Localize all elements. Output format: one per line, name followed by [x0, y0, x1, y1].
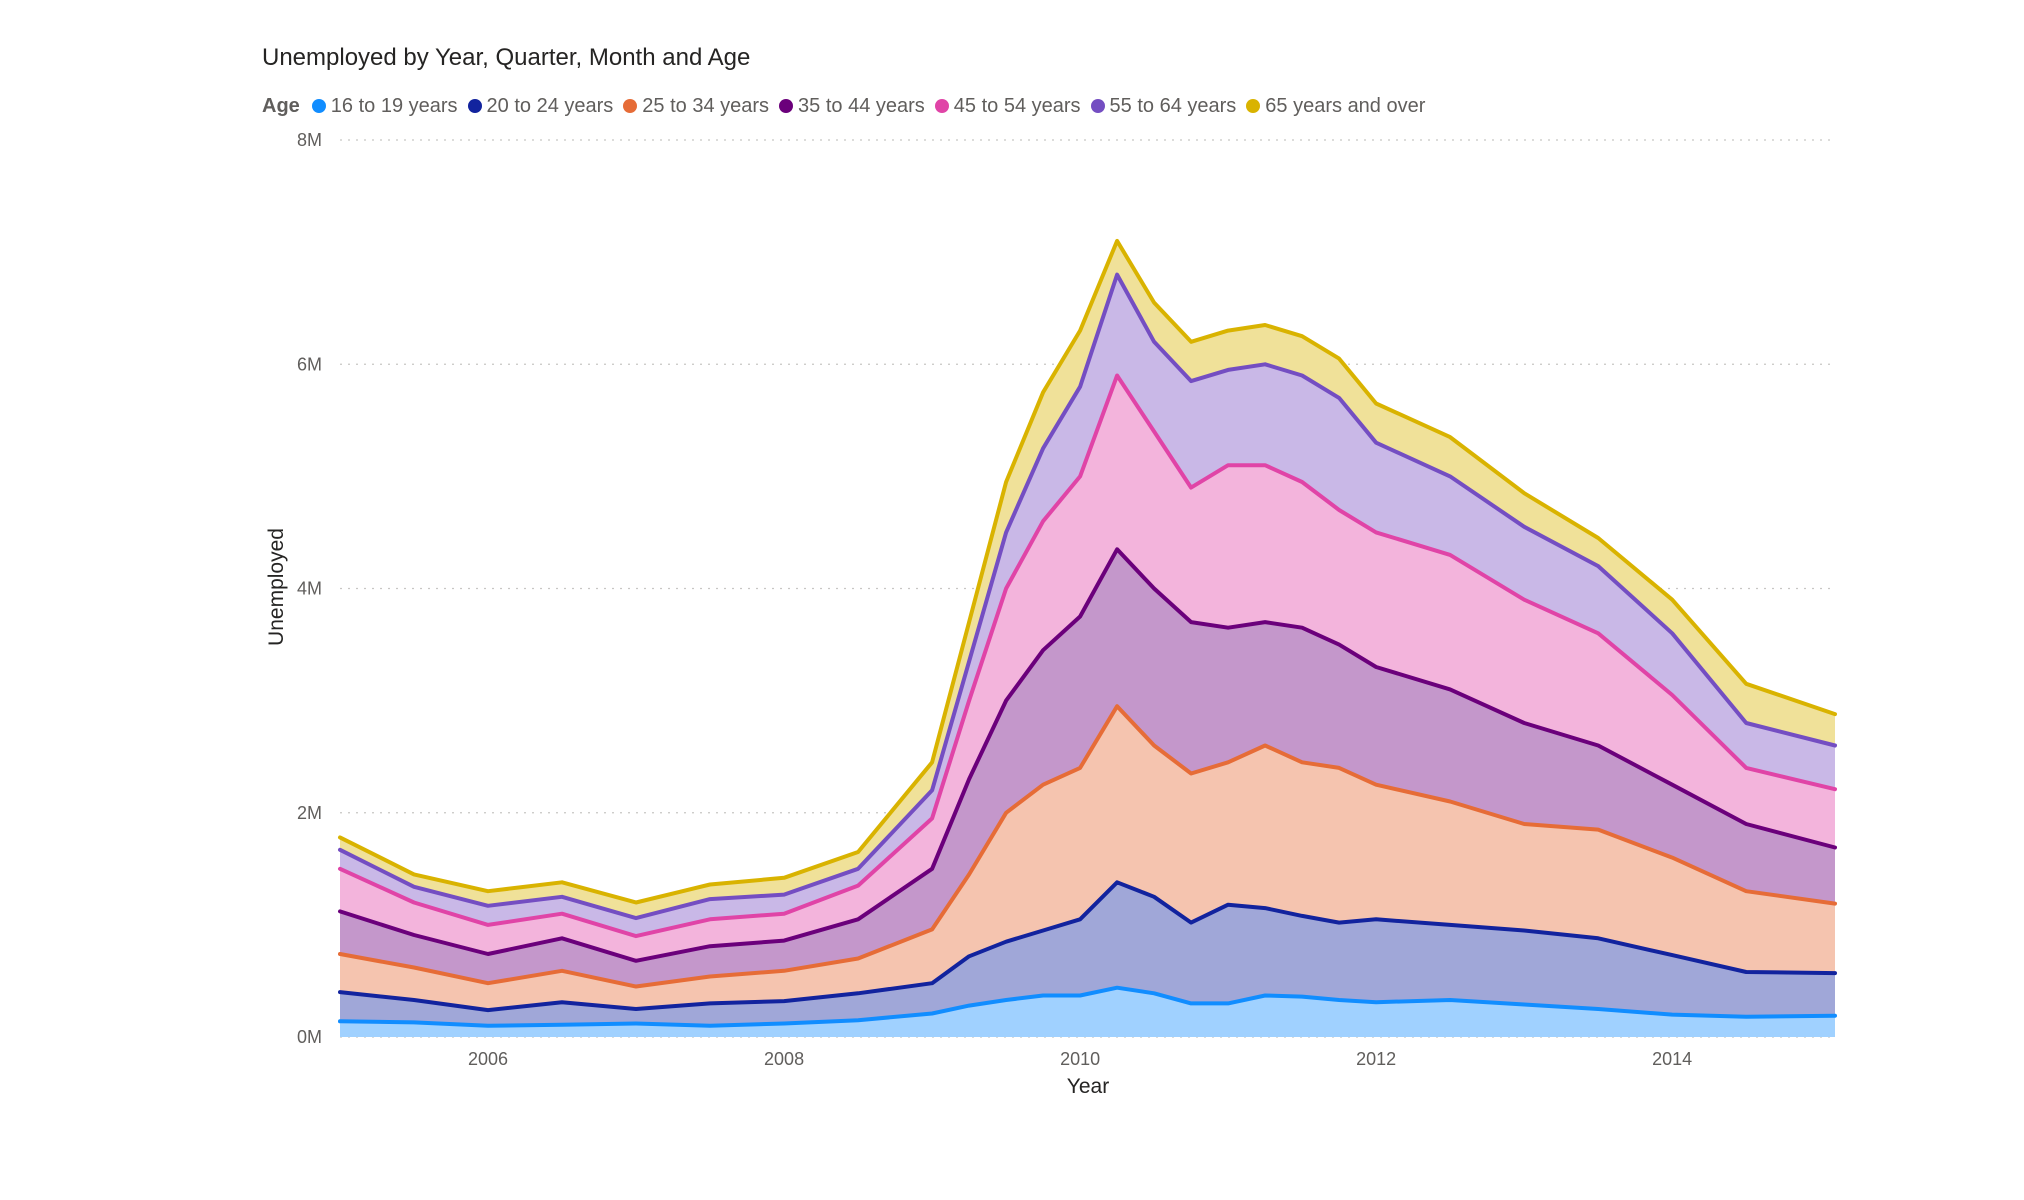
legend-label-20-24: 20 to 24 years — [486, 94, 614, 117]
legend-item-45-54[interactable]: 45 to 54 years — [934, 94, 1081, 118]
y-tick-label-1: 2M — [297, 803, 322, 823]
area-35-to-44-years[interactable] — [340, 549, 1835, 987]
y-axis-ticks: 0M 2M 4M 6M 8M — [297, 130, 322, 1047]
x-tick-label-1: 2008 — [764, 1049, 804, 1069]
area-45-to-54-years[interactable] — [340, 375, 1835, 961]
line-series-layer[interactable] — [338, 238, 1837, 1028]
x-axis-title: Year — [1067, 1075, 1109, 1098]
legend-swatch-35-44 — [779, 99, 794, 113]
legend-swatch-65-over — [1246, 99, 1261, 113]
x-axis-ticks: 2006 2008 2010 2012 2014 — [468, 1049, 1692, 1069]
legend-swatch-55-64 — [1090, 99, 1105, 113]
legend-label-16-19: 16 to 19 years — [330, 94, 458, 117]
line-35-to-44-years[interactable] — [338, 547, 1837, 963]
line-20-to-24-years[interactable] — [338, 880, 1837, 1013]
legend-item-65-over[interactable]: 65 years and over — [1246, 95, 1425, 118]
area-series-layer[interactable] — [340, 240, 1835, 1037]
area-55-to-64-years[interactable] — [340, 274, 1835, 937]
x-tick-label-4: 2014 — [1652, 1049, 1692, 1069]
line-55-to-64-years[interactable] — [338, 272, 1837, 921]
legend: Age 16 to 19 years 20 to 24 years 25 to … — [262, 92, 1435, 120]
chart-title: Unemployed by Year, Quarter, Month and A… — [262, 44, 751, 71]
legend-item-25-34[interactable]: 25 to 34 years — [623, 95, 769, 118]
legend-label-25-34: 25 to 34 years — [642, 94, 770, 117]
y-tick-label-2: 4M — [297, 579, 322, 599]
legend-item-16-19[interactable]: 16 to 19 years — [311, 94, 458, 118]
legend-title: Age — [262, 94, 300, 117]
legend-swatch-16-19 — [311, 99, 326, 113]
x-tick-label-2: 2010 — [1060, 1049, 1100, 1069]
legend-label-45-54: 45 to 54 years — [953, 94, 1081, 117]
line-16-to-19-years[interactable] — [338, 985, 1837, 1028]
legend-label-55-64: 55 to 64 years — [1109, 94, 1237, 117]
legend-item-20-24[interactable]: 20 to 24 years — [467, 94, 614, 118]
area-25-to-34-years[interactable] — [340, 706, 1835, 1011]
legend-label-35-44: 35 to 44 years — [798, 94, 925, 117]
line-45-to-54-years[interactable] — [338, 373, 1837, 939]
x-tick-label-3: 2012 — [1356, 1049, 1396, 1069]
legend-label-65-over: 65 years and over — [1265, 94, 1426, 117]
line-65-years-and-over[interactable] — [338, 238, 1837, 905]
y-axis-title: Unemployed — [265, 528, 288, 646]
legend-item-55-64[interactable]: 55 to 64 years — [1090, 94, 1237, 118]
legend-swatch-45-54 — [934, 99, 949, 113]
area-20-to-24-years[interactable] — [340, 882, 1835, 1026]
y-tick-label-0: 0M — [297, 1027, 322, 1047]
y-tick-label-4: 8M — [297, 130, 322, 150]
y-tick-label-3: 6M — [297, 354, 322, 374]
x-tick-label-0: 2006 — [468, 1049, 508, 1069]
area-16-to-19-years[interactable] — [340, 987, 1835, 1037]
legend-item-35-44[interactable]: 35 to 44 years — [779, 95, 925, 118]
legend-swatch-20-24 — [467, 99, 482, 113]
legend-swatch-25-34 — [623, 99, 638, 113]
line-25-to-34-years[interactable] — [338, 704, 1837, 989]
